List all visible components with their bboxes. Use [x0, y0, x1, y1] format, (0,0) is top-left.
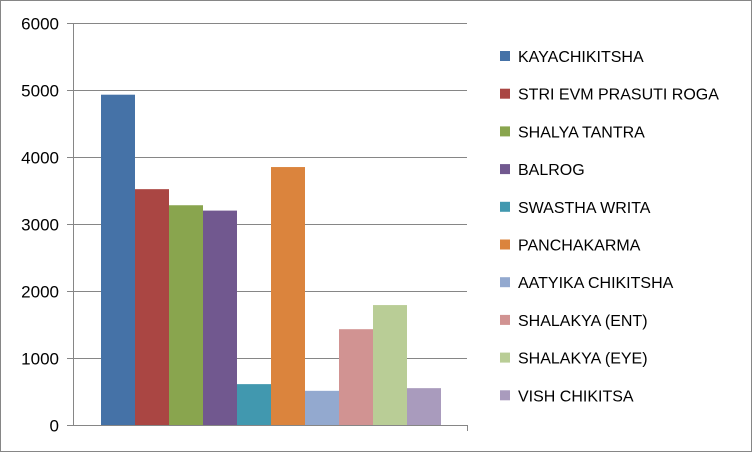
bar: [339, 329, 373, 425]
legend-swatch: [500, 51, 510, 61]
legend-swatch: [500, 239, 510, 250]
bar: [271, 167, 305, 426]
legend-label: SHALAKYA (ENT): [518, 313, 648, 330]
legend-swatch: [500, 390, 510, 401]
y-axis-tick-labels: 0 1000 2000 3000 4000 5000 6000: [21, 15, 59, 436]
bar: [305, 390, 339, 425]
bar: [169, 205, 203, 425]
bars: [101, 94, 441, 426]
legend-swatch: [500, 201, 510, 212]
legend-swatch: [500, 277, 510, 288]
legend: KAYACHIKITSHA STRI EVM PRASUTI ROGA SHALYA…: [500, 49, 719, 405]
axes: [67, 23, 468, 431]
bar: [101, 94, 135, 425]
legend-swatch: [500, 88, 510, 99]
y-tick-label: 4000: [21, 149, 59, 168]
legend-swatch: [500, 126, 510, 137]
legend-swatch: [500, 352, 510, 363]
y-tick-label: 0: [50, 417, 59, 436]
legend-label: PANCHAKARMA: [518, 238, 641, 255]
legend-label: KAYACHIKITSHA: [518, 49, 644, 66]
legend-swatch: [500, 164, 510, 175]
bar: [135, 189, 169, 425]
legend-label: STRI EVM PRASUTI ROGA: [518, 87, 719, 104]
y-tick-label: 2000: [21, 283, 59, 302]
legend-label: SWASTHA WRITA: [518, 200, 651, 217]
bar: [237, 384, 271, 425]
legend-label: VISH CHIKITSA: [518, 388, 634, 405]
legend-label: AATYIKA CHIKITSHA: [518, 275, 674, 292]
legend-swatch: [500, 314, 510, 325]
legend-label: SHALAKYA (EYE): [518, 351, 648, 368]
bar: [407, 388, 441, 425]
y-tick-label: 6000: [21, 15, 59, 34]
legend-label: SHALYA TANTRA: [518, 124, 645, 141]
bar: [373, 305, 407, 425]
y-tick-label: 1000: [21, 350, 59, 369]
legend-label: BALROG: [518, 162, 585, 179]
bar: [203, 210, 237, 425]
y-tick-label: 3000: [21, 216, 59, 235]
y-tick-label: 5000: [21, 82, 59, 101]
